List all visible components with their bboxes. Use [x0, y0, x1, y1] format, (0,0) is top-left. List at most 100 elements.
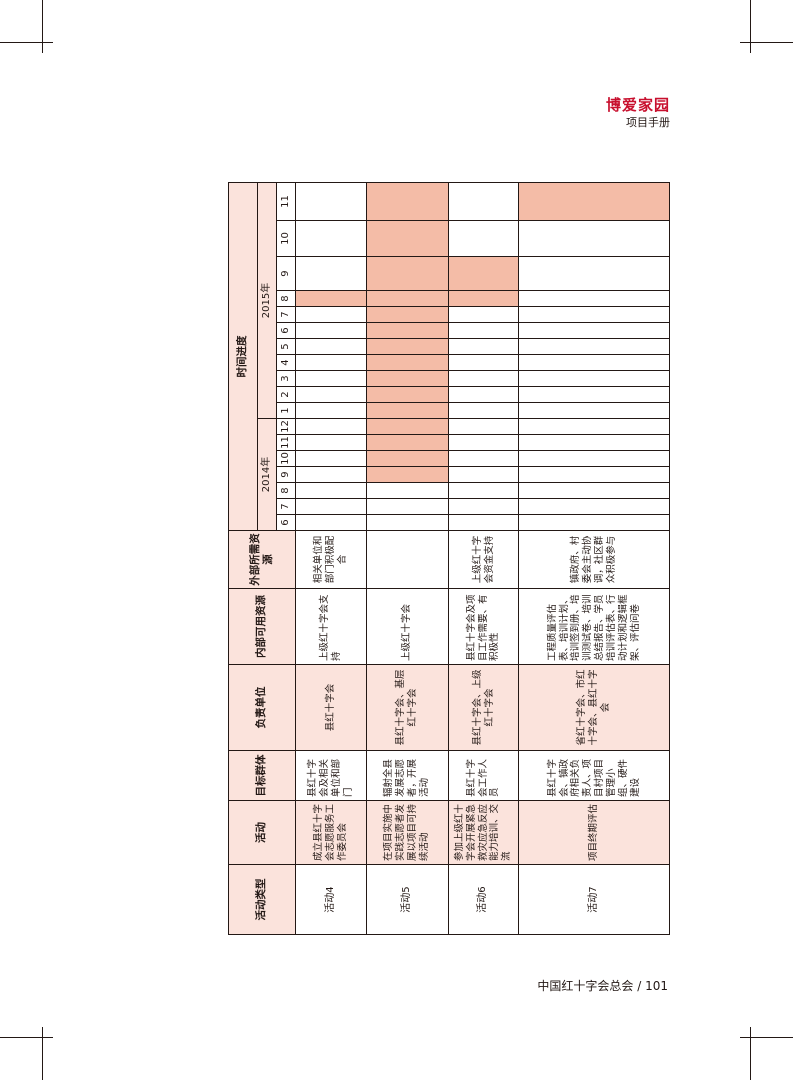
schedule-table: 活动类型 活动 目标群体 负责单位 内部可用资源 外部所需资源 时间进度 201… — [228, 182, 670, 935]
crop-mark — [42, 0, 43, 53]
external-resource-cell — [366, 530, 449, 589]
gantt-cell-2014-12 — [295, 418, 367, 435]
gantt-cell-2015-5 — [448, 338, 519, 355]
responsible-unit-cell: 县红十字会、基层红十字会 — [366, 664, 449, 751]
gantt-cell-2015-4 — [366, 354, 449, 371]
gantt-cell-2014-7 — [295, 498, 367, 515]
gantt-cell-2014-9 — [295, 466, 367, 483]
gantt-cell-2014-7 — [448, 498, 519, 515]
gantt-cell-2015-11 — [448, 182, 519, 221]
activity-cell: 项目终期评估 — [518, 800, 670, 865]
internal-resource-cell: 工程质量评估表、培训计划、培训签到册、培训测试卷、培训总结报告、学员培训评估表、… — [518, 588, 670, 665]
gantt-cell-2015-3 — [518, 370, 670, 387]
header-type: 活动类型 — [228, 864, 296, 935]
external-resource-cell: 镇政府、村委会主动协调，社区群众积极参与 — [518, 530, 670, 589]
month-header-2015-10: 10 — [276, 220, 296, 257]
activity-type-cell: 活动6 — [448, 864, 519, 935]
month-header-2015-8: 8 — [276, 290, 296, 307]
header-internal: 内部可用资源 — [228, 588, 296, 665]
gantt-cell-2014-9 — [366, 466, 449, 483]
gantt-cell-2015-7 — [518, 306, 670, 323]
month-header-2015-5: 5 — [276, 338, 296, 355]
gantt-cell-2014-8 — [366, 482, 449, 499]
gantt-cell-2015-9 — [448, 256, 519, 291]
activity-cell: 成立县红十字会志愿服务工作委员会 — [295, 800, 367, 865]
footer-page-info: 中国红十字会总会 / 101 — [537, 979, 668, 993]
header-subtitle: 项目手册 — [626, 116, 670, 129]
month-header-2014-12: 12 — [276, 418, 296, 435]
crop-mark — [42, 1027, 43, 1080]
gantt-cell-2015-5 — [366, 338, 449, 355]
header-year-2015: 2015年 — [257, 182, 277, 419]
gantt-cell-2014-12 — [448, 418, 519, 435]
gantt-cell-2015-1 — [366, 402, 449, 419]
gantt-cell-2015-6 — [366, 322, 449, 339]
gantt-cell-2015-7 — [366, 306, 449, 323]
gantt-cell-2015-11 — [518, 182, 670, 221]
month-header-2014-8: 8 — [276, 482, 296, 499]
gantt-cell-2015-9 — [518, 256, 670, 291]
activity-cell: 参加上级红十字会开展紧急救灾应急反应能力培训、交流 — [448, 800, 519, 865]
table-row: 活动6 参加上级红十字会开展紧急救灾应急反应能力培训、交流 县红十字会工作人员 县红十… — [448, 182, 519, 935]
gantt-cell-2015-4 — [518, 354, 670, 371]
month-header-2015-9: 9 — [276, 256, 296, 291]
gantt-cell-2015-6 — [448, 322, 519, 339]
gantt-cell-2015-5 — [295, 338, 367, 355]
gantt-cell-2015-5 — [518, 338, 670, 355]
month-header-2015-1: 1 — [276, 402, 296, 419]
crop-mark — [0, 1037, 53, 1038]
gantt-cell-2014-11 — [518, 434, 670, 451]
header-target: 目标群体 — [228, 750, 296, 801]
gantt-cell-2015-3 — [366, 370, 449, 387]
gantt-cell-2015-10 — [366, 220, 449, 257]
gantt-cell-2015-7 — [295, 306, 367, 323]
gantt-cell-2015-1 — [448, 402, 519, 419]
crop-mark — [740, 1037, 793, 1038]
header-year-2014: 2014年 — [257, 418, 277, 531]
month-header-2014-11: 11 — [276, 434, 296, 451]
activity-type-cell: 活动7 — [518, 864, 670, 935]
gantt-cell-2015-10 — [295, 220, 367, 257]
gantt-cell-2015-2 — [448, 386, 519, 403]
gantt-cell-2015-1 — [295, 402, 367, 419]
month-header-2014-6: 6 — [276, 514, 296, 531]
header-unit: 负责单位 — [228, 664, 296, 751]
month-header-2014-9: 9 — [276, 466, 296, 483]
rotated-table-wrapper: 活动类型 活动 目标群体 负责单位 内部可用资源 外部所需资源 时间进度 201… — [228, 182, 670, 935]
gantt-cell-2015-4 — [448, 354, 519, 371]
month-header-2015-11: 11 — [276, 182, 296, 221]
gantt-cell-2014-11 — [448, 434, 519, 451]
gantt-cell-2014-8 — [295, 482, 367, 499]
gantt-cell-2015-3 — [295, 370, 367, 387]
month-header-2015-2: 2 — [276, 386, 296, 403]
target-group-cell: 县红十字会、镇政府相关负责人、项目村项目管理小组、硬件建设 — [518, 750, 670, 801]
gantt-cell-2015-7 — [448, 306, 519, 323]
table-row: 活动4 成立县红十字会志愿服务工作委员会 县红十字会及相关单位和部门 县红十字会 上级红… — [295, 182, 367, 935]
internal-resource-cell: 县红十字会及项目工作需要、有积极性 — [448, 588, 519, 665]
gantt-cell-2015-8 — [448, 290, 519, 307]
gantt-cell-2014-11 — [366, 434, 449, 451]
table-row: 活动7 项目终期评估 县红十字会、镇政府相关负责人、项目村项目管理小组、硬件建设 省红… — [518, 182, 670, 935]
gantt-cell-2014-9 — [518, 466, 670, 483]
gantt-cell-2015-8 — [295, 290, 367, 307]
month-header-2014-10: 10 — [276, 450, 296, 467]
target-group-cell: 辐射全县发展志愿者，开展活动 — [366, 750, 449, 801]
target-group-cell: 县红十字会工作人员 — [448, 750, 519, 801]
header-activity: 活动 — [228, 800, 296, 865]
gantt-cell-2014-7 — [518, 498, 670, 515]
gantt-cell-2015-3 — [448, 370, 519, 387]
internal-resource-cell: 上级红十字会支持 — [295, 588, 367, 665]
crop-mark — [0, 42, 53, 43]
gantt-cell-2014-6 — [295, 514, 367, 531]
table-row: 活动5 在项目实施中实践志愿者发展以项目可持续活动 辐射全县发展志愿者，开展活动 县红… — [366, 182, 449, 935]
gantt-cell-2015-11 — [366, 182, 449, 221]
responsible-unit-cell: 县红十字会 — [295, 664, 367, 751]
gantt-cell-2015-9 — [366, 256, 449, 291]
gantt-cell-2015-6 — [518, 322, 670, 339]
crop-mark — [750, 1027, 751, 1080]
gantt-cell-2014-12 — [366, 418, 449, 435]
gantt-cell-2014-10 — [366, 450, 449, 467]
gantt-cell-2015-1 — [518, 402, 670, 419]
month-header-2015-7: 7 — [276, 306, 296, 323]
month-header-2015-3: 3 — [276, 370, 296, 387]
